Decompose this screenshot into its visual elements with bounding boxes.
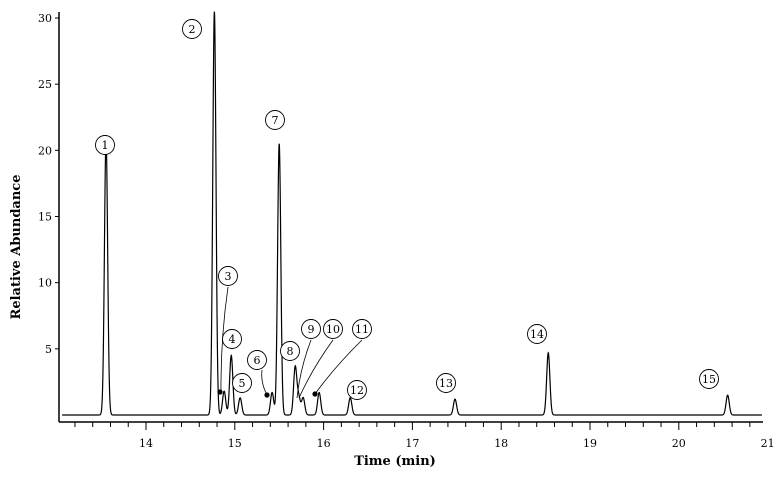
- peak-label-text: 13: [439, 377, 453, 390]
- peak-label-circle: [222, 329, 242, 349]
- peak-label-12: 12: [347, 380, 367, 400]
- x-tick-label: 18: [494, 437, 508, 450]
- peak-label-circle: [352, 319, 372, 339]
- chromatogram-trace: [62, 11, 762, 416]
- y-tick-label: 5: [45, 343, 52, 356]
- peak-label-text: 3: [225, 270, 232, 283]
- peak-label-circle: [347, 380, 367, 400]
- peak-label-text: 10: [326, 323, 340, 336]
- y-axis-title: Relative Abundance: [9, 175, 24, 320]
- peak-label-4: 4: [222, 329, 242, 349]
- peak-label-text: 15: [702, 373, 716, 386]
- peak-label-circle: [280, 341, 300, 361]
- peak-label-circle: [323, 319, 343, 339]
- peak-label-11: 11: [312, 319, 372, 397]
- y-tick-label: 15: [38, 211, 52, 224]
- peak-label-text: 11: [355, 323, 369, 336]
- peak-leader-line: [314, 339, 363, 395]
- peak-label-text: 4: [229, 333, 236, 346]
- peak-label-15: 15: [699, 369, 719, 389]
- x-ticks: 14 15 16 17 18 19 20 21: [74, 422, 775, 450]
- y-tick-label: 20: [38, 144, 52, 157]
- peak-label-13: 13: [436, 373, 456, 393]
- chromatogram-line: [62, 11, 762, 416]
- peak-label-9: 9: [296, 319, 321, 399]
- peak-label-text: 12: [350, 384, 364, 397]
- peak-label-1: 1: [95, 135, 115, 155]
- x-tick-label: 16: [317, 437, 331, 450]
- x-axis-title: Time (min): [354, 454, 436, 469]
- x-tick-label: 19: [583, 437, 597, 450]
- x-tick-label: 20: [672, 437, 686, 450]
- peak-label-circle: [527, 324, 547, 344]
- peak-label-circle: [265, 110, 285, 130]
- peak-label-7: 7: [265, 110, 285, 130]
- peak-label-circle: [436, 373, 456, 393]
- x-tick-label: 21: [761, 437, 775, 450]
- y-tick-label: 10: [38, 277, 52, 290]
- peak-label-text: 9: [308, 323, 315, 336]
- peak-label-10: 10: [298, 319, 343, 399]
- peak-label-6: 6: [247, 350, 270, 398]
- peak-label-circle: [232, 373, 252, 393]
- peak-leader-line: [298, 339, 334, 399]
- peak-label-text: 1: [102, 139, 109, 152]
- x-tick-label: 17: [405, 437, 419, 450]
- peak-label-circle: [182, 19, 202, 39]
- x-tick-label: 14: [139, 437, 153, 450]
- peak-leader-line: [296, 339, 312, 399]
- peak-label-circle: [218, 266, 238, 286]
- peak-label-text: 6: [254, 354, 261, 367]
- peak-label-text: 5: [239, 377, 246, 390]
- y-tick-label: 25: [38, 78, 52, 91]
- peak-label-text: 8: [287, 345, 294, 358]
- peak-marker-dot: [217, 389, 223, 395]
- peak-label-circle: [301, 319, 321, 339]
- peak-label-2: 2: [182, 19, 202, 39]
- peak-label-5: 5: [232, 373, 252, 393]
- y-ticks: 5 10 15 20 25 30: [38, 12, 59, 356]
- peak-label-8: 8: [280, 341, 300, 361]
- peak-label-circle: [247, 350, 267, 370]
- peak-label-14: 14: [527, 324, 547, 344]
- peak-label-text: 2: [189, 23, 196, 36]
- peak-label-text: 14: [530, 328, 544, 341]
- peak-leader-line: [261, 369, 268, 396]
- peak-label-text: 7: [272, 114, 279, 127]
- x-tick-label: 15: [228, 437, 242, 450]
- peak-marker-dot: [312, 391, 318, 397]
- peak-marker-dot: [264, 392, 270, 398]
- peak-label-circle: [95, 135, 115, 155]
- peak-label-circle: [699, 369, 719, 389]
- y-tick-label: 30: [38, 12, 52, 25]
